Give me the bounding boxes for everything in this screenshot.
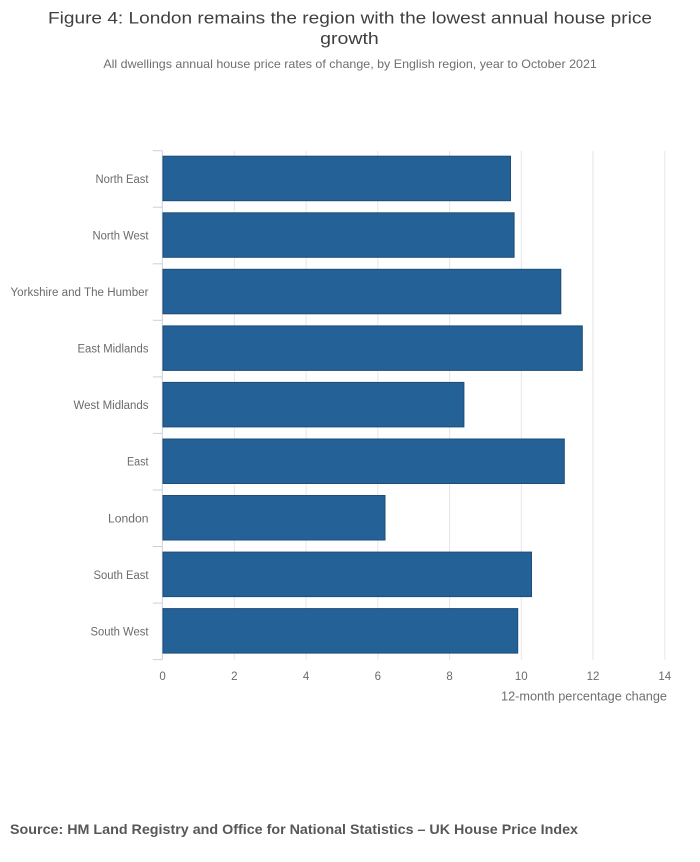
svg-text:East: East xyxy=(127,457,149,469)
svg-text:All dwellings annual house pri: All dwellings annual house price rates o… xyxy=(103,57,597,71)
svg-text:12-month percentage change: 12-month percentage change xyxy=(501,689,667,703)
svg-text:North West: North West xyxy=(93,231,150,243)
svg-text:12: 12 xyxy=(587,671,600,683)
svg-text:0: 0 xyxy=(159,671,165,683)
svg-text:London: London xyxy=(108,513,149,525)
svg-text:East Midlands: East Midlands xyxy=(78,344,149,356)
svg-text:North East: North East xyxy=(96,174,150,186)
svg-text:Source: HM Land Registry and O: Source: HM Land Registry and Office for … xyxy=(10,821,578,837)
svg-text:2: 2 xyxy=(231,671,237,683)
svg-text:South West: South West xyxy=(91,626,150,638)
svg-text:South East: South East xyxy=(94,570,150,582)
svg-text:Figure 4: London remains the r: Figure 4: London remains the region with… xyxy=(48,8,652,27)
svg-text:4: 4 xyxy=(303,671,310,683)
svg-text:8: 8 xyxy=(446,671,452,683)
svg-text:West Midlands: West Midlands xyxy=(74,400,149,412)
svg-text:Yorkshire and The Humber: Yorkshire and The Humber xyxy=(11,287,149,299)
svg-text:14: 14 xyxy=(658,671,671,683)
svg-text:6: 6 xyxy=(375,671,381,683)
svg-text:10: 10 xyxy=(515,671,528,683)
svg-text:growth: growth xyxy=(320,29,379,48)
